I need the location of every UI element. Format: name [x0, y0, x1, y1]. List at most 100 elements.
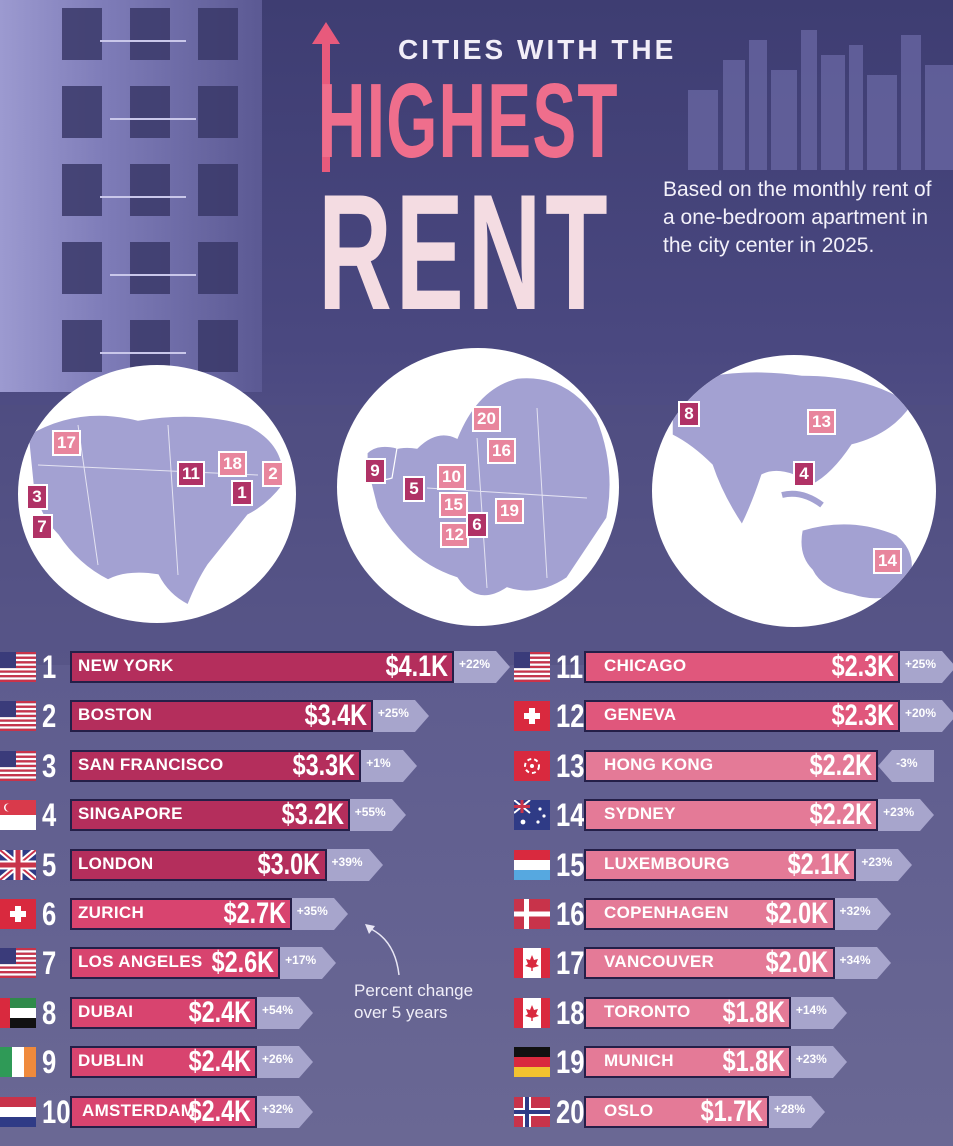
bar [70, 848, 327, 881]
skyline-illustration [688, 30, 953, 170]
bar-rank: 20 [556, 1093, 585, 1130]
change-label: +28% [774, 1101, 806, 1116]
bar [584, 848, 857, 881]
building-window [198, 320, 238, 372]
bar-rank: 4 [42, 797, 57, 834]
building-window [198, 86, 238, 138]
flag-ch-icon [0, 899, 36, 929]
bar-row: 2 BOSTON $3.4K +25% [0, 697, 510, 735]
map-marker-4: 4 [793, 461, 815, 487]
bar-row: 10 AMSTERDAM $2.4K +32% [0, 1093, 510, 1130]
bar [584, 749, 879, 782]
bar-row: 9 DUBLIN $2.4K +26% [0, 1043, 510, 1080]
bar-city-label: HONG KONG [604, 754, 714, 774]
map-marker-20: 20 [472, 406, 501, 432]
flag-ae-icon [0, 997, 36, 1028]
flag-ch-icon [514, 701, 550, 732]
bar-value-label: $3.2K [281, 798, 344, 832]
change-label: +55% [354, 805, 386, 820]
change-label: +1% [366, 755, 391, 770]
bar-row: 15 LUXEMBOURG $2.1K +23% [514, 846, 953, 883]
change-arrow [790, 996, 847, 1029]
bar-row: 14 SYDNEY $2.2K +23% [514, 796, 953, 833]
flag-ca-icon [514, 948, 550, 979]
change-label: +35% [296, 904, 328, 918]
map-marker-6: 6 [466, 512, 488, 538]
bar-rank: 11 [556, 649, 584, 685]
bar [70, 1046, 257, 1079]
change-label: +54% [262, 1002, 294, 1017]
change-arrow [790, 1046, 847, 1079]
change-arrow [878, 799, 935, 832]
bar-row: 20 OSLO $1.7K +28% [514, 1093, 953, 1130]
bar-value-label: $2.0K [766, 897, 829, 930]
map-marker-11: 11 [177, 461, 205, 487]
bar-city-label: VANCOUVER [604, 952, 715, 972]
building-window [62, 242, 102, 294]
change-label: +32% [839, 904, 871, 918]
change-label: +39% [331, 854, 363, 869]
bar-rank: 2 [42, 698, 57, 735]
bar-rank: 6 [42, 896, 57, 932]
bar [584, 1046, 791, 1079]
building-balcony-rail [100, 196, 186, 198]
change-arrow [257, 1095, 313, 1128]
bar-rank: 12 [556, 698, 585, 735]
flag-ie-icon [0, 1047, 36, 1078]
bar-rank: 8 [42, 994, 57, 1031]
building-window [62, 164, 102, 216]
bar-row: 12 GENEVA $2.3K +20% [514, 697, 953, 735]
building-window [130, 242, 170, 294]
flag-us-icon [514, 652, 550, 682]
north-america-map [18, 365, 296, 623]
bar-city-label: SAN FRANCISCO [78, 754, 224, 774]
change-label: -3% [896, 755, 918, 770]
bar-rank: 19 [556, 1044, 585, 1081]
change-label: +23% [861, 854, 893, 869]
bar [584, 700, 900, 733]
change-label: +34% [839, 953, 871, 968]
bar-rank: 1 [42, 649, 57, 685]
bar-value-label: $2.4K [188, 1094, 251, 1128]
bar-value-label: $2.4K [188, 1045, 251, 1079]
change-arrow [856, 848, 913, 881]
change-arrow [326, 848, 383, 881]
flag-uk-icon [0, 849, 36, 880]
bar-value-label: $2.0K [766, 946, 829, 980]
bar [70, 651, 454, 683]
title-highest: HIGHEST [318, 62, 619, 180]
change-arrow [834, 947, 891, 980]
flag-us-icon [0, 750, 36, 781]
bar-city-label: COPENHAGEN [604, 903, 729, 922]
bar-value-label: $4.1K [385, 650, 448, 683]
bar [584, 651, 900, 683]
flag-sg-icon [0, 800, 36, 831]
europe-map-shape [366, 376, 612, 597]
change-arrow [291, 898, 348, 930]
bar-value-label: $3.3K [292, 748, 356, 782]
bar-city-label: ZURICH [78, 903, 145, 922]
bar-rank: 13 [556, 747, 585, 784]
bar-rank: 5 [42, 846, 57, 883]
change-arrow [878, 749, 935, 782]
map-marker-12: 12 [440, 522, 469, 548]
bar [584, 996, 791, 1029]
bar-row: 17 VANCOUVER $2.0K +34% [514, 944, 953, 981]
bar-row: 19 MUNICH $1.8K +23% [514, 1043, 953, 1081]
building-window [198, 242, 238, 294]
bar-city-label: DUBAI [78, 1001, 134, 1021]
bar-city-label: LOS ANGELES [78, 952, 203, 972]
map-marker-1: 1 [231, 480, 253, 506]
bar [70, 1095, 257, 1128]
bar-city-label: LUXEMBOURG [604, 853, 730, 873]
bar-city-label: AMSTERDAM [82, 1100, 196, 1120]
bar-row: 8 DUBAI $2.4K +54% [0, 994, 510, 1031]
building-window [198, 164, 238, 216]
bar-row: 13 HONG KONG $2.2K -3% [514, 747, 953, 784]
bar-city-label: DUBLIN [78, 1051, 145, 1071]
bar-row: 16 COPENHAGEN $2.0K +32% [514, 895, 953, 932]
bar-row: 7 LOS ANGELES $2.6K +17% [0, 944, 510, 981]
bar-city-label: BOSTON [78, 705, 153, 725]
bar-city-label: SYDNEY [604, 804, 676, 824]
